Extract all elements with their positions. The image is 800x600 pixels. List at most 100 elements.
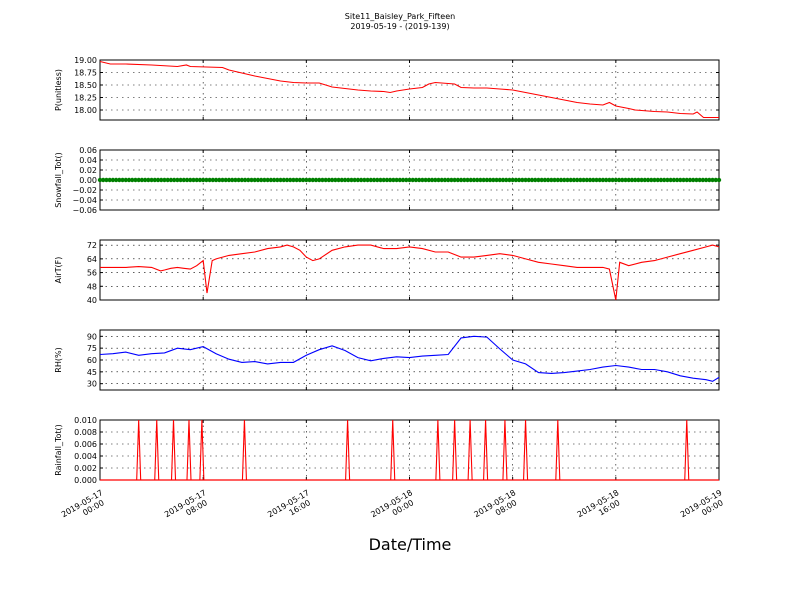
rain-spike — [390, 419, 396, 481]
rain-spike — [502, 419, 508, 481]
data-point — [355, 177, 361, 183]
data-point — [607, 177, 612, 183]
data-point — [178, 177, 183, 183]
data-point — [375, 177, 380, 183]
chart-subtitle: 2019-05-19 - (2019-139) — [350, 22, 449, 31]
data-point — [320, 177, 325, 183]
data-point — [587, 177, 593, 183]
rain-spike — [136, 419, 142, 481]
y-tick-label: 0.010 — [74, 416, 97, 425]
data-point — [171, 177, 177, 183]
data-point — [603, 177, 609, 183]
data-point — [313, 177, 319, 183]
data-point — [568, 177, 573, 183]
y-tick-label: 0.006 — [74, 440, 97, 449]
data-point — [229, 177, 235, 183]
y-axis-label: AirT(F) — [54, 257, 63, 284]
data-point — [117, 177, 122, 183]
series-line — [100, 244, 720, 301]
data-point — [323, 177, 328, 183]
y-tick-label: 48 — [87, 282, 97, 291]
data-point — [455, 177, 461, 183]
data-point — [475, 177, 480, 183]
data-point — [194, 177, 199, 183]
data-point — [716, 177, 722, 183]
y-tick-label: 56 — [87, 269, 97, 278]
data-point — [139, 177, 145, 183]
data-point — [333, 177, 338, 183]
data-point — [613, 177, 619, 183]
data-point — [491, 177, 496, 183]
data-point — [165, 177, 170, 183]
data-point — [420, 177, 425, 183]
rain-spike — [684, 419, 690, 481]
data-point — [342, 177, 348, 183]
data-point — [516, 177, 522, 183]
data-point — [400, 177, 406, 183]
y-tick-label: 40 — [87, 296, 97, 305]
data-point — [152, 177, 158, 183]
data-point — [552, 177, 557, 183]
data-point — [533, 177, 538, 183]
y-tick-label: 18.75 — [74, 69, 97, 78]
series-line — [99, 335, 720, 382]
data-point — [258, 177, 264, 183]
data-point — [423, 177, 428, 183]
data-point — [336, 177, 341, 183]
rain-spike — [199, 419, 205, 481]
y-axis-label: Rainfall_Tot() — [54, 424, 63, 476]
data-point — [700, 177, 706, 183]
data-point — [703, 177, 709, 183]
data-point — [697, 177, 702, 183]
data-point — [284, 177, 290, 183]
data-point — [478, 177, 483, 183]
data-point — [571, 177, 577, 183]
data-point — [526, 177, 531, 183]
data-point — [655, 177, 660, 183]
rain-spike — [186, 419, 192, 481]
y-tick-label: 90 — [87, 332, 97, 341]
data-point — [288, 177, 293, 183]
rain-spike — [241, 419, 247, 481]
data-point — [126, 177, 132, 183]
data-point — [339, 177, 344, 183]
data-point — [278, 177, 283, 183]
data-point — [661, 177, 667, 183]
data-point — [578, 177, 583, 183]
data-point — [581, 177, 586, 183]
data-point — [349, 177, 354, 183]
data-point — [233, 177, 238, 183]
data-point — [246, 177, 251, 183]
data-point — [668, 177, 673, 183]
data-point — [594, 177, 599, 183]
data-point — [584, 177, 590, 183]
data-point — [191, 177, 196, 183]
data-point — [542, 177, 548, 183]
data-point — [497, 177, 502, 183]
data-point — [291, 177, 296, 183]
data-point — [449, 177, 454, 183]
data-point — [249, 177, 254, 183]
y-tick-label: 72 — [87, 241, 97, 250]
data-point — [616, 177, 622, 183]
data-point — [184, 177, 190, 183]
data-point — [365, 177, 370, 183]
data-point — [307, 177, 312, 183]
y-axis-label: Snowfall_Tot() — [54, 152, 63, 208]
data-point — [471, 177, 477, 183]
data-point — [458, 177, 464, 183]
y-tick-label: 30 — [87, 380, 97, 389]
data-point — [707, 177, 712, 183]
data-point — [520, 177, 525, 183]
y-tick-label: 18.00 — [74, 106, 97, 115]
y-tick-label: 45 — [87, 368, 97, 377]
data-point — [146, 177, 151, 183]
data-point — [200, 177, 206, 183]
data-point — [255, 177, 261, 183]
data-point — [623, 177, 628, 183]
rain-spike — [154, 419, 160, 481]
data-point — [136, 177, 141, 183]
data-point — [378, 177, 383, 183]
data-point — [523, 177, 528, 183]
data-point — [468, 177, 473, 183]
